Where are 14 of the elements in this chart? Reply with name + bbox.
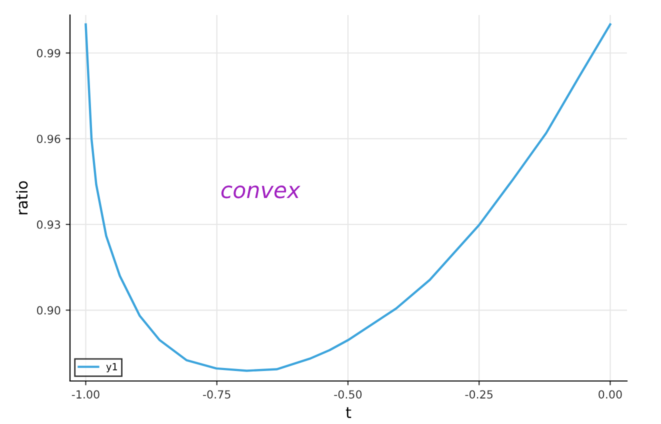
- line-series: [84, 23, 612, 372]
- y-tick-label: 0.99: [36, 48, 60, 58]
- x-tick-label: -0.75: [203, 390, 230, 399]
- y-tick-label: 0.93: [36, 220, 60, 229]
- y-tick-label: 0.90: [36, 306, 60, 315]
- x-tick-label: -1.00: [72, 390, 100, 399]
- y-axis-title: ratio: [16, 181, 28, 214]
- x-tick-label: -0.25: [465, 390, 492, 399]
- x-tick-label: 0.00: [598, 390, 622, 399]
- legend-label: y1: [106, 363, 118, 372]
- x-axis-title: t: [346, 407, 352, 418]
- annotation: convex: [221, 186, 300, 198]
- x-tick-label: -0.50: [334, 390, 362, 399]
- y-tick-label: 0.96: [36, 134, 60, 144]
